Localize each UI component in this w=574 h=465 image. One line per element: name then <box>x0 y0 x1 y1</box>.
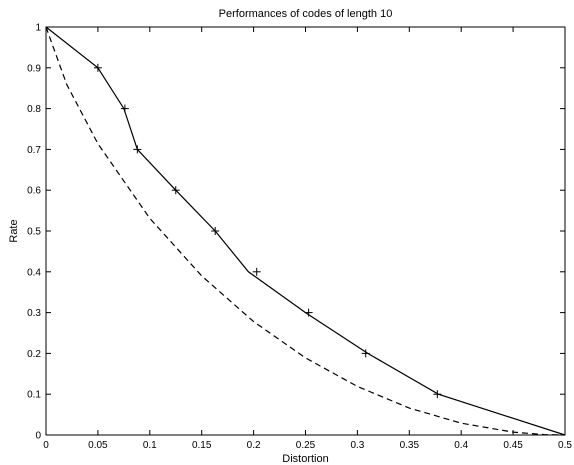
x-tick-label: 0.05 <box>88 440 108 451</box>
y-tick-label: 0.2 <box>27 349 41 360</box>
plus-marker <box>171 186 180 195</box>
axis-ticks: 0 0.05 0.1 0.15 0.2 0.25 0.3 0.35 0.4 0.45 0.5 0 0.1… <box>27 23 572 452</box>
plus-marker <box>93 63 102 72</box>
y-tick-label: 0.6 <box>27 186 41 197</box>
plus-marker <box>433 390 442 399</box>
y-tick-label: 0 <box>35 431 41 442</box>
x-tick-label: 0.1 <box>143 440 157 451</box>
y-tick-label: 0.7 <box>27 145 41 156</box>
x-tick-label: 0.5 <box>558 440 572 451</box>
x-tick-label: 0.2 <box>247 440 261 451</box>
x-tick-label: 0.3 <box>350 440 364 451</box>
plus-marker <box>252 267 261 276</box>
plus-marker <box>361 349 370 358</box>
dashed-series-line <box>45 26 566 436</box>
y-tick-label: 1 <box>35 23 41 34</box>
plot-area <box>45 26 566 436</box>
chart-title: Performances of codes of length 10 <box>219 8 393 20</box>
y-tick-label: 0.5 <box>27 227 41 238</box>
x-tick-label: 0.4 <box>454 440 468 451</box>
y-tick-label: 0.4 <box>27 267 41 278</box>
y-tick-label: 0.9 <box>27 63 41 74</box>
y-axis-label: Rate <box>8 219 20 242</box>
y-tick-label: 0.3 <box>27 308 41 319</box>
x-tick-label: 0.15 <box>192 440 212 451</box>
y-tick-label: 0.8 <box>27 104 41 115</box>
plus-marker <box>304 308 313 317</box>
x-tick-label: 0 <box>43 440 49 451</box>
plus-marker <box>133 145 142 154</box>
plus-marker <box>211 227 220 235</box>
series-group <box>45 26 566 436</box>
x-axis-label: Distortion <box>282 453 328 465</box>
y-tick-label: 0.1 <box>27 390 41 401</box>
x-tick-label: 0.45 <box>503 440 523 451</box>
x-tick-label: 0.25 <box>296 440 316 451</box>
x-tick-label: 0.35 <box>400 440 420 451</box>
plus-marker <box>120 104 129 113</box>
